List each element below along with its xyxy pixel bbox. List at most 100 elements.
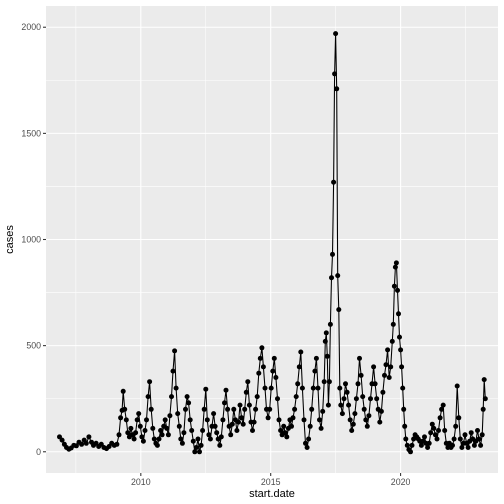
data-point [198, 442, 204, 448]
data-point [393, 260, 399, 266]
data-point [265, 415, 271, 421]
data-point [203, 386, 209, 392]
data-point [471, 442, 477, 448]
data-point [169, 394, 174, 400]
data-point [440, 402, 446, 408]
data-point [254, 394, 260, 400]
data-point [125, 430, 131, 436]
data-point [386, 375, 392, 380]
data-point [176, 423, 182, 429]
data-point [349, 428, 355, 433]
data-point [318, 425, 324, 431]
data-point [398, 347, 404, 353]
data-point [299, 385, 305, 391]
x-tick-label: 2010 [131, 477, 151, 487]
data-point [181, 430, 187, 436]
data-point [187, 417, 193, 423]
data-point [131, 436, 137, 442]
data-point [364, 423, 370, 429]
data-point [234, 428, 240, 433]
data-point [475, 428, 480, 433]
data-point [301, 417, 307, 423]
data-point [451, 436, 457, 442]
data-point [250, 428, 255, 433]
data-point [260, 364, 266, 370]
data-point [377, 419, 383, 425]
data-point [284, 434, 290, 440]
data-point [336, 307, 342, 313]
data-point [310, 385, 316, 391]
data-point [150, 425, 156, 431]
data-point [251, 419, 257, 425]
data-point [79, 441, 85, 447]
data-point [323, 330, 329, 336]
data-point [309, 406, 315, 412]
data-point [324, 353, 330, 359]
data-point [275, 396, 280, 402]
data-point [480, 406, 486, 412]
data-point [418, 442, 424, 448]
data-point [363, 417, 369, 423]
data-point [481, 377, 487, 383]
data-point [343, 381, 348, 387]
data-point [295, 381, 301, 387]
data-point [246, 402, 252, 408]
data-point [315, 385, 321, 391]
data-point [165, 432, 171, 438]
data-point [389, 338, 395, 344]
data-point [142, 428, 148, 433]
data-point [329, 275, 334, 281]
data-point [437, 415, 443, 421]
data-point [321, 379, 327, 385]
data-point [281, 423, 287, 429]
data-point [197, 449, 202, 455]
data-point [201, 406, 207, 412]
data-point [145, 394, 151, 400]
data-point [172, 348, 178, 354]
data-point [278, 428, 284, 433]
data-point [231, 406, 237, 412]
y-axis-title: cases [4, 225, 16, 254]
y-tick-label: 1500 [21, 128, 41, 138]
x-axis-title: start.date [249, 488, 295, 500]
data-point [403, 436, 409, 442]
data-point [355, 381, 361, 387]
y-tick-label: 2000 [21, 22, 41, 32]
data-point [378, 408, 384, 414]
data-point [320, 408, 326, 414]
data-point [396, 311, 401, 317]
data-point [371, 364, 377, 370]
data-point [400, 385, 406, 391]
data-point [372, 381, 378, 387]
data-point [391, 283, 397, 289]
data-point [268, 385, 274, 391]
data-point [236, 419, 241, 425]
data-point [144, 417, 149, 423]
x-axis: 2010 2015 2020 [131, 473, 410, 487]
data-point [402, 423, 408, 429]
data-point [114, 441, 120, 447]
data-point [327, 321, 333, 327]
data-point [347, 417, 353, 423]
data-point [137, 423, 143, 429]
data-point [366, 413, 372, 419]
data-point [273, 375, 279, 380]
data-point [133, 430, 139, 436]
data-point [118, 415, 124, 421]
data-point [334, 86, 340, 92]
data-point [425, 445, 431, 450]
data-point [206, 432, 212, 438]
data-point [128, 425, 134, 431]
data-point [428, 430, 434, 436]
data-point [338, 402, 344, 408]
data-point [220, 417, 226, 423]
data-point [479, 432, 485, 438]
data-point [228, 432, 234, 438]
data-point [193, 445, 199, 450]
data-point [454, 383, 460, 389]
data-point [237, 402, 243, 408]
data-point [223, 387, 229, 393]
data-point [183, 406, 188, 412]
data-point [459, 445, 465, 450]
y-tick-label: 500 [26, 341, 41, 351]
